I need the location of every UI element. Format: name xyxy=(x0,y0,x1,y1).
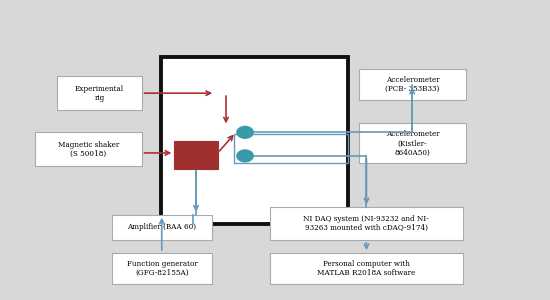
Bar xyxy=(35,132,141,166)
Text: Magnetic shaker
(S 50018): Magnetic shaker (S 50018) xyxy=(58,141,119,158)
Bar xyxy=(112,215,212,240)
Bar xyxy=(270,253,463,284)
Bar xyxy=(112,253,212,284)
Text: Personal computer with
MATLAB R2018A software: Personal computer with MATLAB R2018A sof… xyxy=(317,260,415,277)
Text: NI DAQ system (NI-93232 and NI-
93263 mounted with cDAQ-9174): NI DAQ system (NI-93232 and NI- 93263 mo… xyxy=(303,215,429,232)
Text: Accelerometer
(PCB- 353B33): Accelerometer (PCB- 353B33) xyxy=(386,76,439,93)
Text: Function generator
(GFG-82155A): Function generator (GFG-82155A) xyxy=(126,260,197,277)
Bar xyxy=(234,134,349,163)
Bar xyxy=(174,141,218,169)
Ellipse shape xyxy=(237,150,253,162)
Text: Experimental
rig: Experimental rig xyxy=(75,85,124,102)
Bar xyxy=(359,124,465,163)
Bar xyxy=(161,57,349,224)
Bar xyxy=(270,207,463,240)
Text: Accelerometer
(Kistler-
8640A50): Accelerometer (Kistler- 8640A50) xyxy=(386,130,439,157)
Text: Amplifier (BAA 60): Amplifier (BAA 60) xyxy=(128,223,196,231)
Bar xyxy=(57,76,141,110)
Bar xyxy=(359,69,465,100)
Ellipse shape xyxy=(237,126,253,138)
